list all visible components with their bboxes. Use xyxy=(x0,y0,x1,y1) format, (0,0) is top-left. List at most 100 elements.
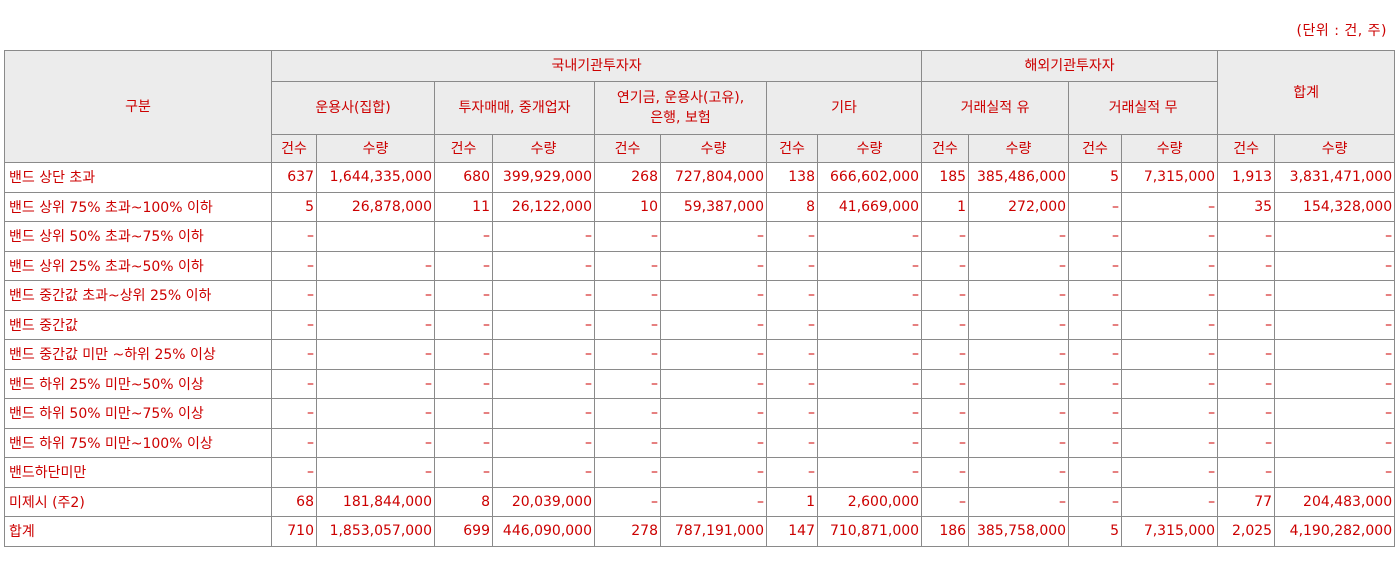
header-qty: 수량 xyxy=(1274,134,1396,163)
qty-cell: 1,853,057,000 xyxy=(316,516,435,547)
count-cell: – xyxy=(921,221,970,252)
row-label: 밴드 중간값 xyxy=(4,309,272,340)
count-cell: – xyxy=(271,339,317,370)
qty-cell: – xyxy=(316,309,435,340)
qty-cell: – xyxy=(1121,427,1219,458)
header-qty: 수량 xyxy=(816,134,923,163)
count-cell: – xyxy=(1068,191,1123,222)
header-pension: 연기금, 운용사(고유), 은행, 보험 xyxy=(594,81,767,135)
qty-cell: – xyxy=(660,280,767,311)
qty-cell: – xyxy=(660,457,767,488)
qty-cell: 399,929,000 xyxy=(492,162,595,193)
count-cell: – xyxy=(1068,339,1123,370)
qty-cell: – xyxy=(968,486,1070,517)
count-cell: – xyxy=(766,427,818,458)
count-cell: – xyxy=(1068,427,1123,458)
table-row: 밴드 하위 50% 미만~75% 이상 – – – – – – – – – – – – – – xyxy=(4,398,1396,429)
qty-cell: – xyxy=(1274,368,1396,399)
count-cell: – xyxy=(1217,221,1276,252)
qty-cell: – xyxy=(968,280,1070,311)
row-label: 밴드 중간값 미만 ~하위 25% 이상 xyxy=(4,339,272,370)
count-cell: – xyxy=(921,280,970,311)
count-cell: – xyxy=(434,457,493,488)
qty-cell: – xyxy=(316,368,435,399)
count-cell: – xyxy=(271,250,317,281)
row-label: 밴드 상위 25% 초과~50% 이하 xyxy=(4,250,272,281)
header-pension-line2: 은행, 보험 xyxy=(650,110,711,126)
qty-cell: – xyxy=(816,339,923,370)
row-label: 밴드 상위 75% 초과~100% 이하 xyxy=(4,191,272,222)
count-cell: – xyxy=(594,339,661,370)
qty-cell: 59,387,000 xyxy=(660,191,767,222)
header-count: 건수 xyxy=(434,134,493,163)
qty-cell: – xyxy=(816,221,923,252)
qty-cell: – xyxy=(968,250,1070,281)
count-cell: 147 xyxy=(766,516,818,547)
qty-cell: – xyxy=(816,250,923,281)
qty-cell: – xyxy=(968,221,1070,252)
qty-cell: 385,486,000 xyxy=(968,162,1070,193)
table-row: 밴드 중간값 초과~상위 25% 이하 – – – – – – – – – – – – – – xyxy=(4,280,1396,311)
qty-cell: 154,328,000 xyxy=(1274,191,1396,222)
row-label: 밴드 상위 50% 초과~75% 이하 xyxy=(4,221,272,252)
qty-cell: – xyxy=(1121,221,1219,252)
count-cell: 2,025 xyxy=(1217,516,1276,547)
count-cell: 637 xyxy=(271,162,317,193)
qty-cell: 3,831,471,000 xyxy=(1274,162,1396,193)
table-row: 밴드 상위 75% 초과~100% 이하 5 26,878,000 11 26,122,… xyxy=(4,191,1396,222)
count-cell: 35 xyxy=(1217,191,1276,222)
header-qty: 수량 xyxy=(316,134,435,163)
qty-cell: – xyxy=(1274,250,1396,281)
count-cell: – xyxy=(271,368,317,399)
qty-cell: – xyxy=(1274,221,1396,252)
unit-note: (단위 : 건, 주) xyxy=(1296,23,1387,39)
count-cell: – xyxy=(594,280,661,311)
qty-cell: – xyxy=(1121,280,1219,311)
qty-cell: 7,315,000 xyxy=(1121,162,1219,193)
qty-cell: – xyxy=(1121,191,1219,222)
qty-cell: – xyxy=(1121,486,1219,517)
qty-cell: – xyxy=(816,427,923,458)
qty-cell: – xyxy=(1274,398,1396,429)
count-cell: 699 xyxy=(434,516,493,547)
count-cell: 8 xyxy=(766,191,818,222)
qty-cell: – xyxy=(816,368,923,399)
count-cell: – xyxy=(1217,427,1276,458)
count-cell: – xyxy=(271,221,317,252)
qty-cell: – xyxy=(816,398,923,429)
qty-cell: 26,122,000 xyxy=(492,191,595,222)
qty-cell: – xyxy=(316,250,435,281)
count-cell: – xyxy=(594,309,661,340)
count-cell: – xyxy=(1068,368,1123,399)
qty-cell: – xyxy=(660,309,767,340)
count-cell: – xyxy=(594,250,661,281)
header-domestic: 국내기관투자자 xyxy=(270,50,923,82)
qty-cell: – xyxy=(1274,280,1396,311)
qty-cell: – xyxy=(660,339,767,370)
qty-cell: – xyxy=(968,368,1070,399)
demand-forecast-table: 구분 국내기관투자자 해외기관투자자 합계 운용사(집합) 투자매매, 중개업자… xyxy=(4,50,1396,547)
qty-cell: – xyxy=(1121,339,1219,370)
count-cell: – xyxy=(594,221,661,252)
count-cell: – xyxy=(271,457,317,488)
count-cell: 10 xyxy=(594,191,661,222)
header-qty: 수량 xyxy=(968,134,1070,163)
count-cell: – xyxy=(1217,309,1276,340)
qty-cell: – xyxy=(1274,427,1396,458)
qty-cell: 666,602,000 xyxy=(816,162,923,193)
header-count: 건수 xyxy=(1217,134,1276,163)
qty-cell: – xyxy=(1274,309,1396,340)
count-cell: – xyxy=(921,309,970,340)
qty-cell: 385,758,000 xyxy=(968,516,1070,547)
count-cell: – xyxy=(921,368,970,399)
qty-cell: 41,669,000 xyxy=(816,191,923,222)
qty-cell: – xyxy=(1274,339,1396,370)
count-cell: – xyxy=(434,250,493,281)
qty-cell: – xyxy=(492,309,595,340)
count-cell: 1,913 xyxy=(1217,162,1276,193)
table-row: 밴드 상위 50% 초과~75% 이하 – – – – – – – – – – – – – xyxy=(4,221,1396,252)
table-row: 밴드 상단 초과 637 1,644,335,000 680 399,929,000 26… xyxy=(4,162,1396,193)
header-category: 구분 xyxy=(4,50,272,163)
count-cell: 710 xyxy=(271,516,317,547)
count-cell: – xyxy=(434,221,493,252)
